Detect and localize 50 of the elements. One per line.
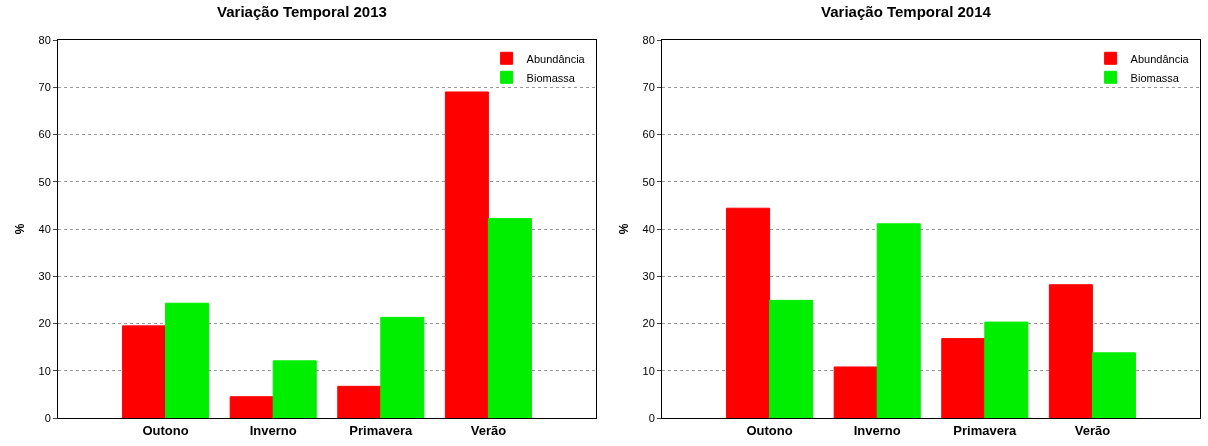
bar (1091, 352, 1136, 418)
bar (769, 299, 814, 418)
y-axis-title: % (617, 223, 631, 235)
x-tick-label: Primavera (953, 422, 1017, 438)
y-tick-label: 60 (642, 128, 655, 141)
bar (726, 207, 771, 418)
y-tick-label: 20 (642, 317, 655, 330)
bar (272, 360, 317, 418)
x-tick-label: Verão (1074, 422, 1111, 438)
bar (229, 396, 274, 418)
bar (444, 91, 489, 418)
bar (380, 316, 425, 418)
bar (122, 325, 167, 418)
legend-label: Abundância (526, 52, 586, 65)
bar (984, 321, 1029, 418)
x-tick-label: Inverno (853, 422, 901, 438)
chart-title: Variação Temporal 2014 (821, 3, 992, 21)
y-tick-label: 40 (642, 222, 655, 235)
x-tick-label: Primavera (349, 422, 413, 438)
y-axis-title: % (13, 223, 27, 235)
y-tick-label: 0 (44, 411, 51, 424)
y-tick-label: 30 (38, 270, 51, 283)
y-tick-label: 10 (38, 364, 51, 377)
x-tick-label: Verão (470, 422, 507, 438)
bar (1048, 284, 1093, 418)
y-tick-label: 60 (38, 128, 51, 141)
y-tick-label: 20 (38, 317, 51, 330)
bar (876, 223, 921, 418)
bar (337, 385, 382, 418)
y-tick-label: 0 (648, 411, 655, 424)
x-tick-label: Outono (142, 422, 189, 438)
y-tick-label: 80 (38, 33, 51, 46)
y-tick-label: 80 (642, 33, 655, 46)
y-tick-label: 50 (642, 175, 655, 188)
legend-label: Abundância (1130, 52, 1190, 65)
y-tick-label: 70 (642, 81, 655, 94)
y-tick-label: 40 (38, 222, 51, 235)
y-tick-label: 30 (642, 270, 655, 283)
bar (833, 366, 878, 418)
x-tick-label: Outono (746, 422, 793, 438)
bar (165, 302, 210, 418)
bar (941, 338, 986, 418)
legend-label: Biomassa (1130, 71, 1180, 84)
y-tick-label: 10 (642, 364, 655, 377)
chart-title: Variação Temporal 2013 (217, 3, 387, 21)
y-tick-label: 50 (38, 175, 51, 188)
y-tick-label: 70 (38, 81, 51, 94)
legend-label: Biomassa (526, 71, 576, 84)
x-tick-label: Inverno (249, 422, 297, 438)
bar (487, 218, 532, 418)
